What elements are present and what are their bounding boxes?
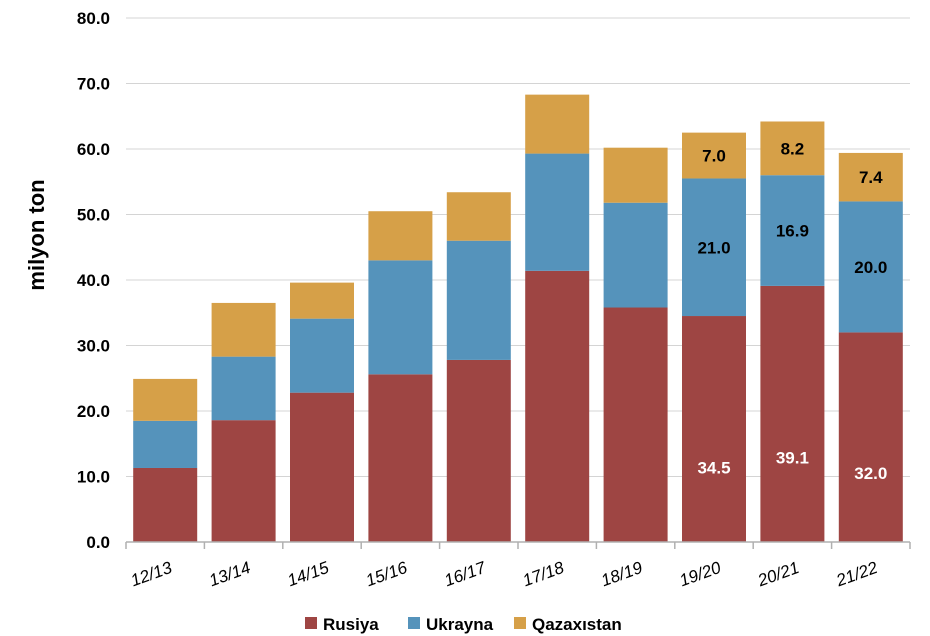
bar-segment — [446, 359, 511, 542]
x-axis-ticks: 12/13 13/14 14/15 15/16 16/17 17/18 18/19 19/20… — [125, 542, 911, 591]
bar-segment — [760, 285, 825, 542]
y-tick-label: 20.0 — [77, 402, 110, 421]
data-label: 7.0 — [702, 147, 726, 166]
y-tick-label: 0.0 — [86, 533, 110, 552]
legend-swatch — [514, 617, 526, 629]
bar-segment — [133, 420, 198, 468]
x-tick-label: 16/17 — [442, 558, 489, 591]
bar-segment — [446, 192, 511, 241]
bar-segment — [368, 260, 433, 375]
bar-segment — [525, 153, 590, 271]
data-label: 39.1 — [776, 448, 809, 467]
data-label: 20.0 — [854, 258, 887, 277]
y-tick-label: 70.0 — [77, 75, 110, 94]
data-label: 32.0 — [854, 464, 887, 483]
y-tick-label: 40.0 — [77, 271, 110, 290]
bar-segment — [446, 240, 511, 360]
bar-segment — [682, 132, 746, 179]
bars: 34.5 21.0 7.0 39.1 16.9 8.2 32.0 20.0 7.4 — [133, 94, 903, 542]
bar-segment — [211, 420, 276, 542]
y-tick-label: 10.0 — [77, 468, 110, 487]
bar-segment — [603, 307, 668, 542]
bar-segment — [211, 302, 276, 357]
x-tick-label: 21/22 — [833, 558, 881, 591]
bar-segment — [682, 316, 746, 542]
x-tick-label: 12/13 — [128, 558, 175, 591]
bar-segment — [133, 378, 198, 421]
y-axis-ticks: 0.0 10.0 20.0 30.0 40.0 50.0 60.0 70.0 80.0 — [77, 9, 110, 552]
y-tick-label: 80.0 — [77, 9, 110, 28]
bar-segment — [760, 175, 825, 286]
data-label: 7.4 — [859, 168, 883, 187]
legend-label: Qazaxıstan — [532, 615, 622, 634]
x-tick-label: 15/16 — [363, 558, 410, 591]
bar-segment — [133, 467, 198, 542]
data-label: 16.9 — [776, 222, 809, 241]
bar-segment — [290, 318, 354, 393]
bar-segment — [368, 374, 433, 542]
legend-label: Ukrayna — [426, 615, 494, 634]
data-label: 34.5 — [697, 458, 730, 477]
y-tick-label: 60.0 — [77, 140, 110, 159]
x-tick-label: 20/21 — [754, 558, 801, 591]
bar-segment — [368, 211, 433, 261]
y-tick-label: 30.0 — [77, 337, 110, 356]
bar-segment — [290, 282, 354, 319]
bar-segment — [290, 392, 354, 542]
x-tick-label: 14/15 — [285, 558, 332, 591]
bar-segment — [760, 121, 825, 176]
data-label: 8.2 — [781, 139, 805, 158]
bar-segment — [211, 356, 276, 421]
y-axis-label: milyon ton — [24, 179, 49, 290]
bar-segment — [682, 178, 746, 317]
legend: Rusiya Ukrayna Qazaxıstan — [305, 615, 622, 634]
bar-segment — [603, 147, 668, 203]
legend-label: Rusiya — [323, 615, 379, 634]
x-tick-label: 13/14 — [206, 558, 252, 590]
bar-segment — [838, 201, 903, 333]
bar-segment — [525, 270, 590, 542]
bar-segment — [838, 152, 903, 202]
bar-segment — [838, 332, 903, 542]
legend-swatch — [305, 617, 317, 629]
x-tick-label: 17/18 — [520, 558, 567, 591]
bar-segment — [603, 202, 668, 308]
y-tick-label: 50.0 — [77, 206, 110, 225]
x-tick-label: 18/19 — [598, 558, 645, 591]
bar-segment — [525, 94, 590, 154]
data-label: 21.0 — [697, 238, 730, 257]
legend-swatch — [408, 617, 420, 629]
x-tick-label: 19/20 — [677, 558, 724, 591]
